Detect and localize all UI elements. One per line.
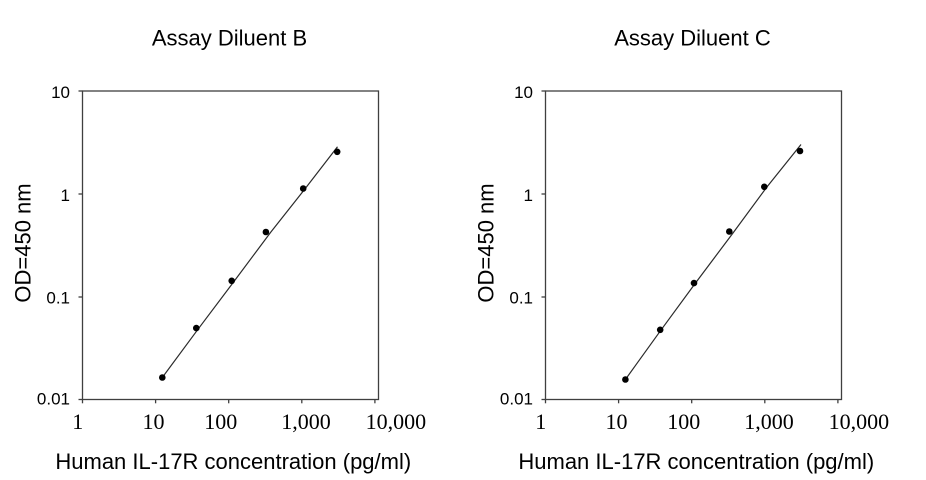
svg-text:1,000: 1,000 [744, 409, 794, 434]
svg-text:100: 100 [667, 409, 700, 434]
svg-text:1,000: 1,000 [281, 409, 331, 434]
svg-text:Human IL-17R concentration (pg: Human IL-17R concentration (pg/ml) [55, 449, 411, 474]
svg-text:1: 1 [524, 186, 533, 205]
svg-text:Assay Diluent B: Assay Diluent B [152, 26, 307, 51]
svg-text:10,000: 10,000 [829, 409, 890, 434]
svg-text:OD=450 nm: OD=450 nm [474, 183, 499, 302]
svg-text:0.01: 0.01 [500, 390, 533, 409]
svg-text:Assay Diluent C: Assay Diluent C [614, 26, 771, 51]
svg-text:10: 10 [51, 83, 70, 102]
svg-text:0.1: 0.1 [46, 288, 70, 307]
svg-text:1: 1 [72, 409, 83, 434]
svg-text:0.01: 0.01 [37, 390, 70, 409]
svg-text:10,000: 10,000 [366, 409, 427, 434]
svg-text:OD=450 nm: OD=450 nm [11, 183, 36, 302]
svg-text:10: 10 [606, 409, 628, 434]
svg-text:1: 1 [535, 409, 546, 434]
svg-text:100: 100 [204, 409, 237, 434]
svg-text:0.1: 0.1 [509, 288, 533, 307]
svg-text:10: 10 [143, 409, 165, 434]
svg-text:10: 10 [514, 83, 533, 102]
svg-text:1: 1 [61, 186, 70, 205]
svg-text:Human IL-17R concentration (pg: Human IL-17R concentration (pg/ml) [518, 449, 874, 474]
